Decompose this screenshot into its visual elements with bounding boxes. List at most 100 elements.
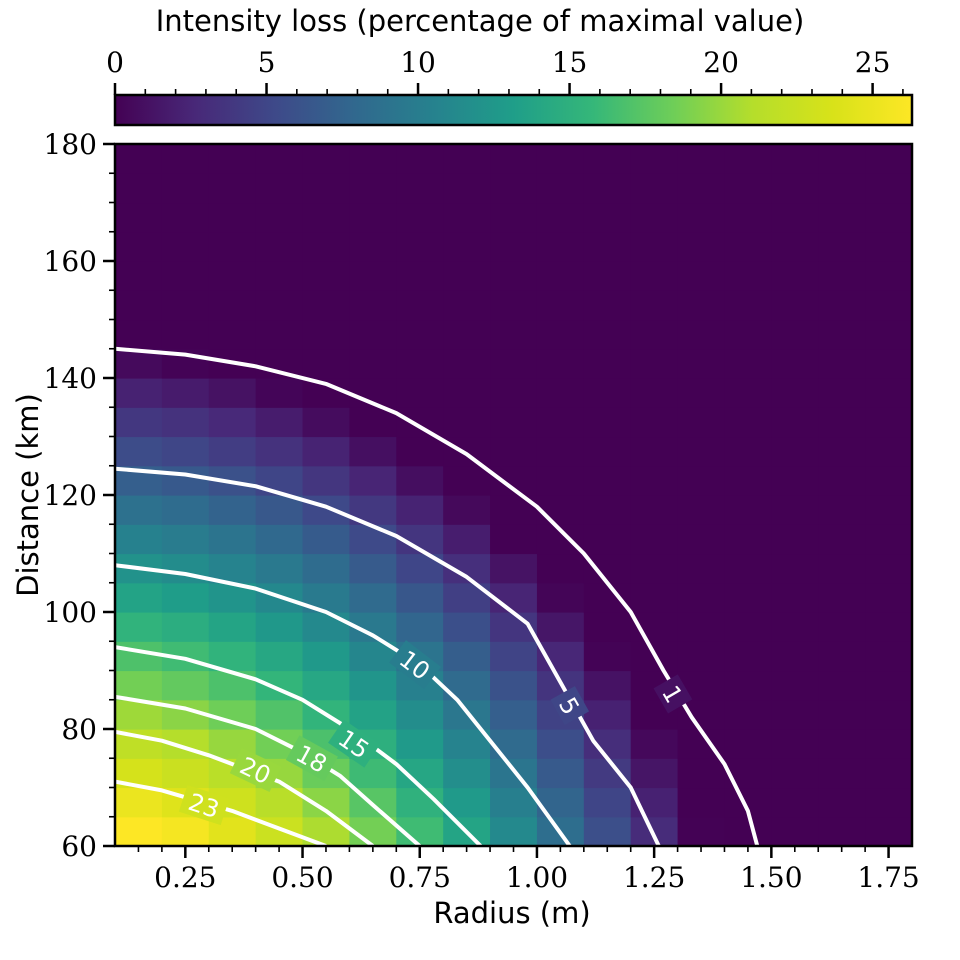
heatmap-cell [771,612,819,642]
heatmap-cell [724,641,772,672]
heatmap-cell [396,612,444,642]
contour-label-gap [389,640,442,690]
heatmap-cell [490,261,538,291]
heatmap-cell [208,495,257,525]
heatmap-cell [865,524,912,555]
heatmap-cell [677,758,726,789]
heatmap-cell [536,465,585,496]
heatmap-cell [771,495,819,525]
heatmap-cell [208,553,257,584]
heatmap-cell [771,348,819,379]
heatmap-cell [583,612,632,642]
heatmap-cell [115,407,163,438]
heatmap-cell [536,758,585,789]
heatmap-cell [115,231,163,262]
heatmap-cell [208,144,257,174]
contour-label-gap [653,674,693,714]
colorbar-tick-label: 25 [855,46,891,79]
heatmap-cell [349,758,397,789]
heatmap-cell [115,495,163,525]
heatmap-cell [630,816,679,846]
heatmap-cell [583,290,632,321]
heatmap-cell [490,670,538,701]
heatmap-cell [818,173,866,204]
heatmap-cell [161,407,210,438]
heatmap-cell [208,231,257,262]
heatmap-cell [630,261,679,291]
colorbar [113,93,914,127]
heatmap-cell [865,144,912,174]
heatmap-cell [302,261,351,291]
heatmap-cell [161,144,210,174]
heatmap-cell [724,758,772,789]
heatmap-cell [865,670,912,701]
heatmap-cell [865,290,912,321]
heatmap-cell [161,231,210,262]
heatmap-cell [208,202,257,233]
heatmap-cell [771,261,819,291]
heatmap-cell [630,524,679,555]
heatmap-cell [536,407,585,438]
heatmap-cell [818,670,866,701]
heatmap-cell [724,173,772,204]
heatmap-cell [255,173,304,204]
heatmap-cell [536,378,585,408]
heatmap-cell [771,641,819,672]
heatmap-cell [302,553,351,584]
heatmap-cell [865,816,912,846]
heatmap-cell [396,465,444,496]
heatmap-cell [161,436,210,467]
heatmap-cell [630,758,679,789]
heatmap-cell [255,495,304,525]
heatmap-cell [818,553,866,584]
heatmap-cell [724,495,772,525]
heatmap-cell [115,290,163,321]
heatmap-cell [818,524,866,555]
heatmap-cell [302,612,351,642]
heatmap-cell [583,553,632,584]
heatmap-cell [349,670,397,701]
heatmap-cell [115,670,163,701]
heatmap-cell [818,407,866,438]
heatmap-cell [536,582,585,613]
heatmap-cell [443,378,491,408]
heatmap-cell [583,144,632,174]
heatmap-cell [724,290,772,321]
heatmap-cell [115,202,163,233]
heatmap-cell [115,582,163,613]
heatmap-cell [255,407,304,438]
heatmap-cell [677,641,726,672]
heatmap-cell [161,261,210,291]
contour-line-15 [115,645,483,846]
heatmap-cell [443,407,491,438]
x-tick-label: 0.75 [389,861,451,894]
heatmap-cell [724,319,772,350]
heatmap-cell [302,348,351,379]
heatmap-cell [443,261,491,291]
heatmap-cell [255,436,304,467]
heatmap-cell [161,670,210,701]
x-tick-label: 0.50 [271,861,333,894]
heatmap-cell [208,173,257,204]
heatmap-cell [630,290,679,321]
heatmap-cell [724,553,772,584]
heatmap-cell [583,436,632,467]
heatmap-cell [630,495,679,525]
heatmap-cell [536,144,585,174]
heatmap-cell [724,202,772,233]
y-tick-label: 100 [44,596,97,629]
heatmap-cell [818,816,866,846]
colorbar-tick-label: 10 [400,46,436,79]
heatmap-cell [771,231,819,262]
heatmap-cell [818,729,866,759]
heatmap-cell [677,407,726,438]
heatmap-cell [443,465,491,496]
heatmap-cell [630,319,679,350]
heatmap-cell [724,261,772,291]
heatmap-cell [490,231,538,262]
heatmap-cell [302,231,351,262]
heatmap-cell [396,699,444,730]
x-axis-label: Radius (m) [433,896,590,930]
heatmap-cell [818,202,866,233]
